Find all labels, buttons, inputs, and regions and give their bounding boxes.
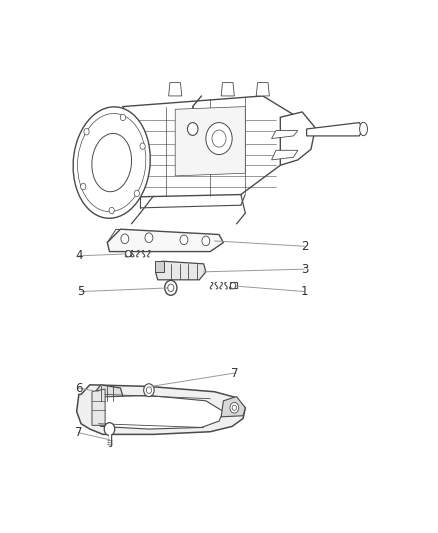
Polygon shape [169, 83, 182, 96]
Circle shape [180, 235, 188, 245]
Circle shape [212, 130, 226, 147]
Polygon shape [94, 395, 223, 429]
Circle shape [232, 405, 237, 410]
Polygon shape [92, 389, 105, 425]
Text: 7: 7 [75, 426, 83, 439]
Circle shape [121, 234, 129, 244]
Circle shape [146, 387, 152, 393]
Circle shape [165, 280, 177, 295]
Circle shape [120, 114, 126, 120]
Polygon shape [107, 229, 223, 252]
Text: 4: 4 [75, 249, 83, 262]
Circle shape [134, 190, 139, 197]
Text: 2: 2 [300, 240, 308, 253]
Circle shape [140, 143, 145, 149]
Polygon shape [280, 112, 315, 165]
Polygon shape [125, 251, 131, 256]
Polygon shape [307, 123, 364, 136]
Circle shape [81, 183, 86, 190]
Circle shape [230, 402, 239, 413]
Circle shape [145, 233, 153, 243]
Circle shape [109, 207, 114, 214]
Polygon shape [155, 261, 206, 280]
Polygon shape [175, 107, 245, 176]
Circle shape [202, 236, 210, 246]
Ellipse shape [73, 107, 150, 219]
Ellipse shape [360, 122, 367, 136]
Text: 5: 5 [78, 285, 85, 298]
Circle shape [84, 128, 89, 135]
Circle shape [144, 384, 154, 397]
Polygon shape [155, 261, 164, 272]
Circle shape [126, 251, 131, 257]
Text: 6: 6 [75, 382, 83, 394]
Circle shape [206, 123, 232, 155]
Ellipse shape [92, 133, 131, 192]
Circle shape [230, 282, 236, 289]
Text: 3: 3 [301, 263, 308, 276]
Polygon shape [272, 131, 298, 139]
Polygon shape [221, 397, 245, 417]
Polygon shape [77, 385, 245, 434]
Circle shape [187, 123, 198, 135]
Circle shape [104, 423, 115, 435]
Circle shape [168, 284, 174, 292]
Polygon shape [94, 385, 123, 402]
Polygon shape [256, 83, 269, 96]
Polygon shape [221, 83, 234, 96]
Polygon shape [272, 150, 298, 160]
Text: 7: 7 [230, 367, 238, 379]
Text: 1: 1 [300, 285, 308, 298]
Polygon shape [230, 282, 237, 288]
